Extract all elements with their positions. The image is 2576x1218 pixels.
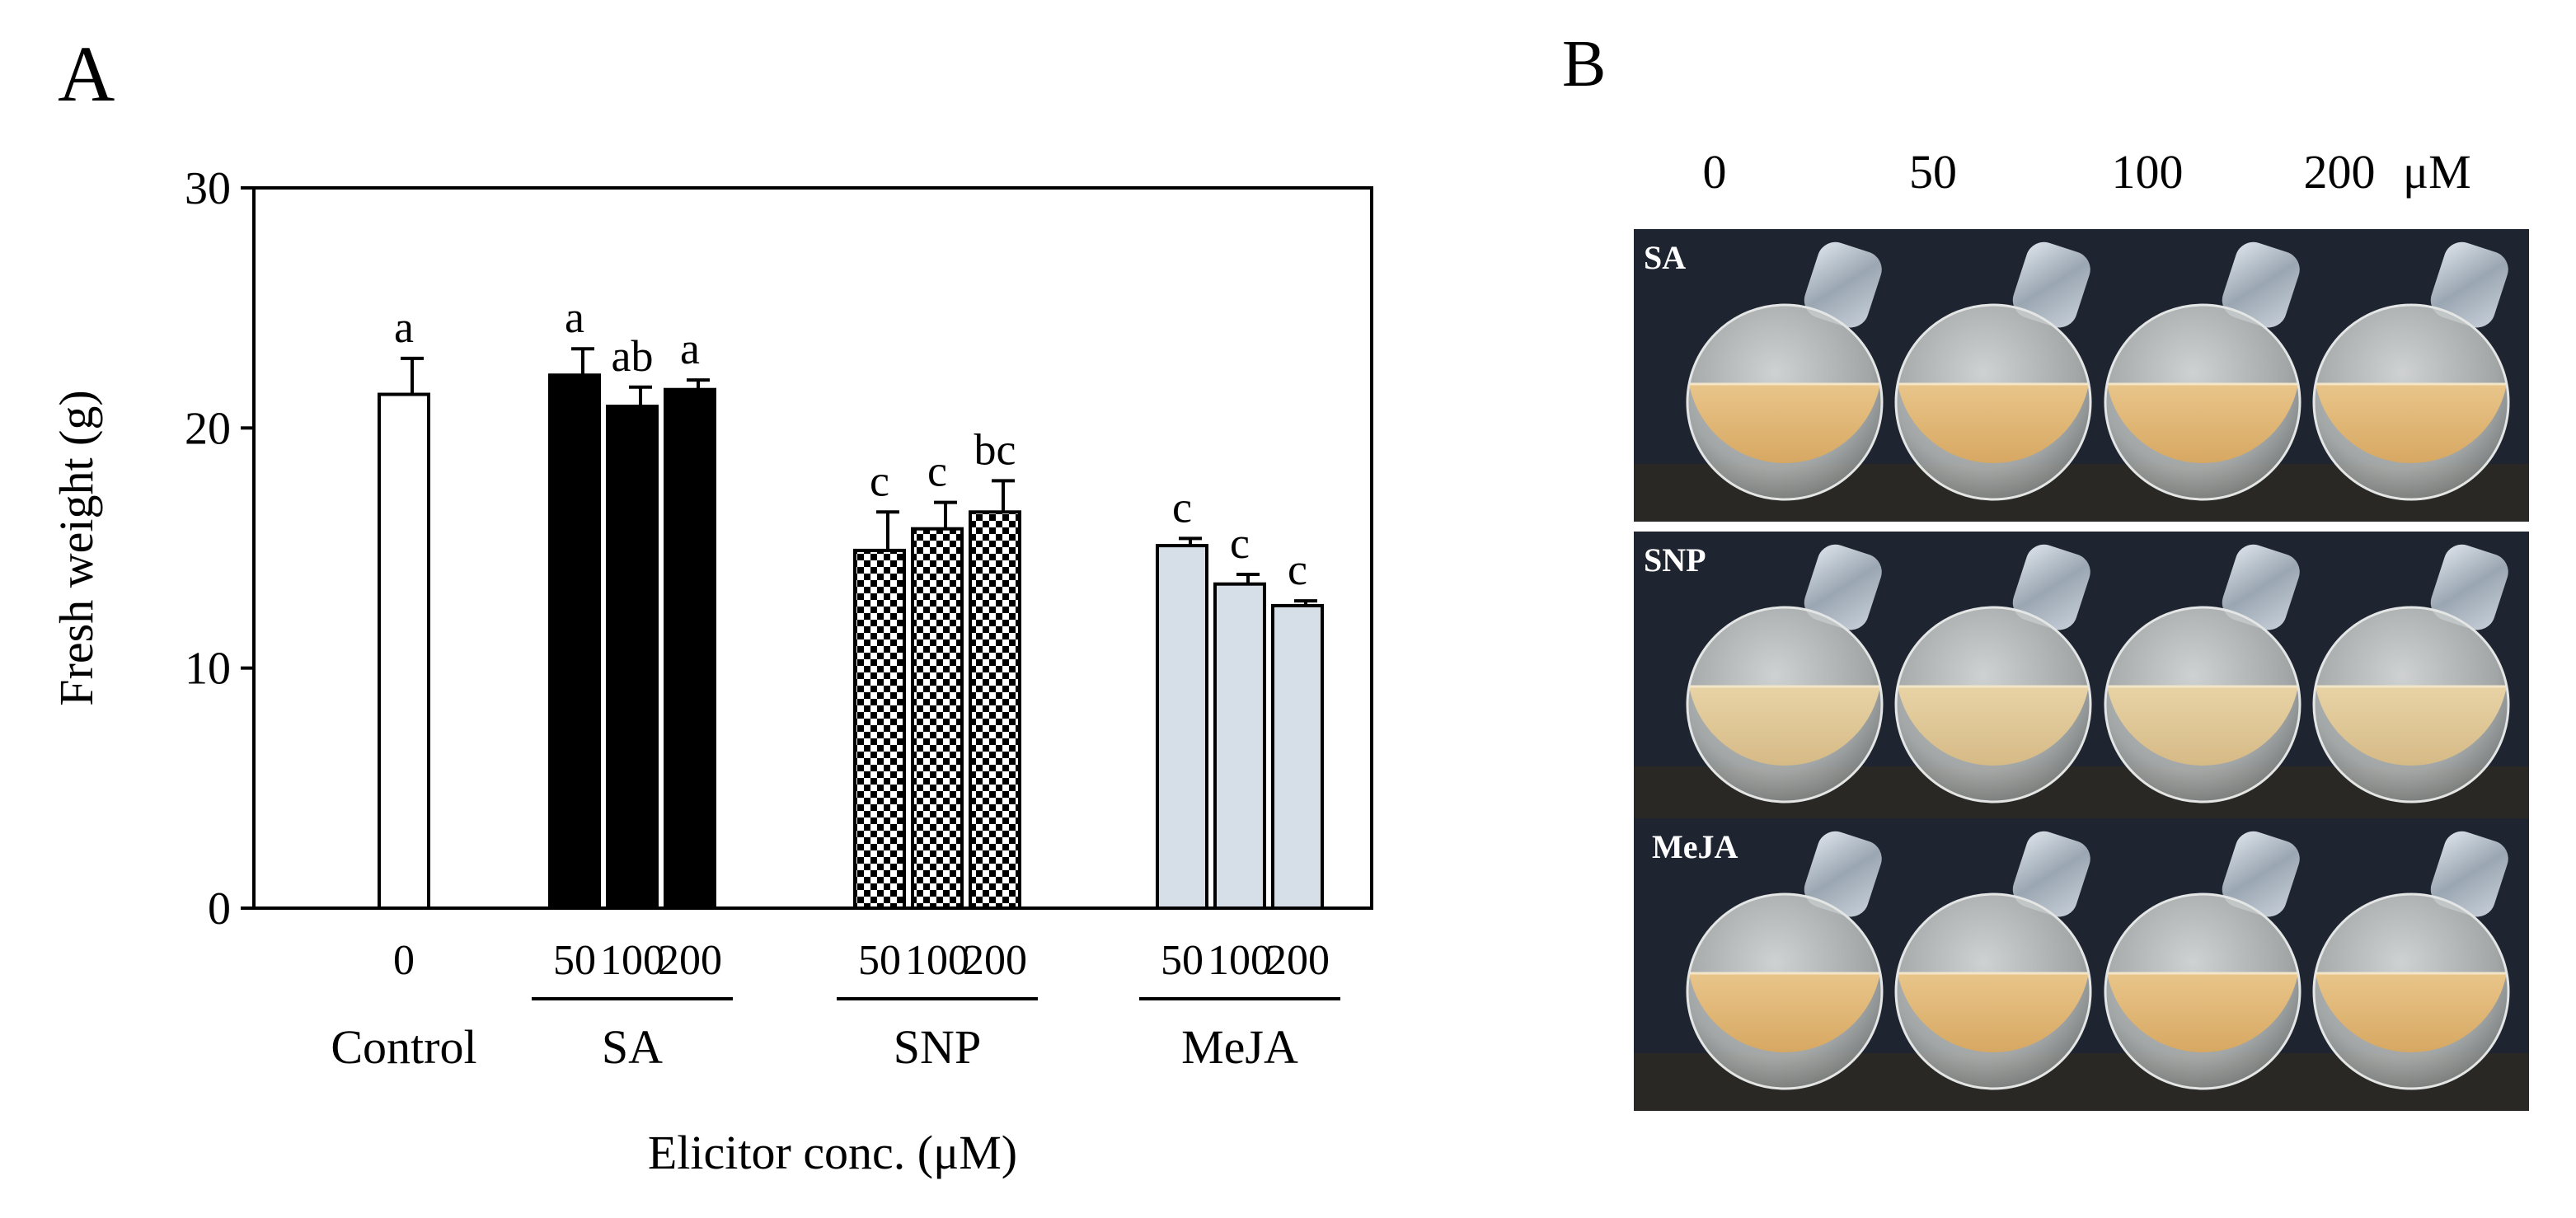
bar-meja-100 — [1213, 582, 1266, 910]
bar-chart: 0 10 20 30 a 0 Control a 50 ab 100 a 200 SA c 50 c 100 bc… — [49, 163, 1373, 1179]
flask-outline — [2104, 606, 2302, 803]
flask-culture-medium — [2316, 686, 2507, 766]
flask-outline — [1686, 303, 1884, 501]
y-axis: 0 10 20 30 — [185, 163, 254, 935]
photo-row-label: SA — [1644, 239, 1686, 276]
flask-culture-medium — [2316, 384, 2507, 463]
flask-culture-medium — [2107, 973, 2298, 1052]
significance-letter: a — [394, 302, 414, 352]
flask-foil-cap — [1804, 241, 1882, 328]
photo-panel: 0 50 100 200 μM SA SNP MeJA — [1634, 145, 2529, 1111]
y-tick-label: 10 — [185, 644, 231, 695]
flask-foil-cap — [2430, 544, 2508, 630]
concentration-header: 200 — [2304, 145, 2376, 199]
concentration-header: 0 — [1703, 145, 1727, 199]
group-label: SA — [602, 1020, 663, 1074]
flask-culture-medium — [2316, 973, 2507, 1052]
photo-row-label: MeJA — [1652, 828, 1738, 865]
y-tick-label: 30 — [185, 163, 231, 214]
flask-outline — [2104, 892, 2302, 1090]
flask-foil-cap — [2430, 831, 2508, 917]
flask-foil-cap — [2012, 241, 2090, 328]
flask-outline — [1686, 892, 1884, 1090]
photo-row-label: SNP — [1644, 541, 1706, 579]
flask-foil-cap — [2012, 831, 2090, 917]
flask-foil-cap — [2222, 544, 2300, 630]
flask-outline — [1686, 606, 1884, 803]
concentration-label: 100 — [1208, 937, 1272, 984]
concentration-label: 50 — [553, 937, 596, 984]
flask-culture-medium — [1689, 686, 1880, 766]
flask-culture-medium — [1898, 973, 2089, 1052]
significance-letter: a — [680, 324, 700, 373]
flask-outline — [2312, 303, 2510, 501]
flask-culture-medium — [1689, 973, 1880, 1052]
concentration-label: 50 — [858, 937, 901, 984]
y-axis-title: Fresh weight (g) — [49, 390, 103, 705]
photo-row-sa: SA — [1634, 229, 2529, 522]
bar-snp-200 — [969, 510, 1021, 910]
concentration-label: 0 — [393, 937, 415, 984]
bar-sa-200 — [664, 387, 716, 911]
concentration-label: 50 — [1161, 937, 1204, 984]
flask-foil-cap — [1804, 831, 1882, 917]
concentration-label: 100 — [905, 937, 969, 984]
x-axis-title: Elicitor conc. (μM) — [648, 1126, 1017, 1179]
y-tick-label: 0 — [208, 883, 231, 935]
photo-rows: SA SNP MeJA — [1634, 229, 2529, 1111]
panel-a-label: A — [58, 30, 115, 118]
concentration-headers: 0 50 100 200 μM — [1703, 145, 2471, 199]
flask-culture-medium — [2107, 384, 2298, 463]
significance-letter: c — [1230, 518, 1250, 568]
group-label: SNP — [894, 1020, 981, 1074]
group-label: Control — [331, 1020, 476, 1074]
flask-foil-cap — [2222, 241, 2300, 328]
bar-meja-50 — [1156, 544, 1208, 910]
flask-foil-cap — [2222, 831, 2300, 917]
panel-b-label: B — [1562, 28, 1606, 101]
flask-outline — [1894, 892, 2092, 1090]
concentration-header: 100 — [2112, 145, 2184, 199]
flask-culture-medium — [1689, 384, 1880, 463]
bar-control-0 — [378, 392, 430, 910]
concentration-label: 100 — [600, 937, 664, 984]
significance-letter: c — [870, 456, 889, 505]
flask-outline — [2312, 892, 2510, 1090]
flask-culture-medium — [2107, 686, 2298, 766]
significance-letter: ab — [612, 331, 654, 381]
significance-letter: c — [1172, 482, 1192, 532]
bar-sa-100 — [606, 405, 659, 910]
flask-outline — [2104, 303, 2302, 501]
concentration-label: 200 — [963, 937, 1027, 984]
flask-foil-cap — [2430, 241, 2508, 328]
flask-foil-cap — [2012, 544, 2090, 630]
y-tick-label: 20 — [185, 403, 231, 454]
bar-sa-50 — [548, 373, 601, 910]
bar-snp-100 — [911, 527, 964, 911]
flask-culture-medium — [1898, 686, 2089, 766]
photo-row-snp: SNP — [1634, 532, 2529, 824]
flask-outline — [2312, 606, 2510, 803]
plot-frame — [252, 186, 1373, 910]
significance-letter: bc — [974, 424, 1016, 474]
concentration-label: 200 — [1265, 937, 1330, 984]
flask-outline — [1894, 606, 2092, 803]
concentration-header: 50 — [1909, 145, 1957, 199]
significance-letter: a — [565, 293, 584, 342]
x-axis: a 0 Control a 50 ab 100 a 200 SA c 50 c 100 bc 200 SNP c 5… — [331, 293, 1340, 1074]
flask-culture-medium — [1898, 384, 2089, 463]
significance-letter: c — [927, 447, 947, 496]
flask-outline — [1894, 303, 2092, 501]
bar-meja-200 — [1271, 603, 1324, 910]
bar-snp-50 — [853, 548, 906, 910]
unit-label: μM — [2403, 145, 2471, 199]
photo-row-meja: MeJA — [1634, 818, 2529, 1111]
flask-foil-cap — [1804, 544, 1882, 630]
bars-layer — [378, 347, 1324, 911]
concentration-label: 200 — [658, 937, 722, 984]
group-label: MeJA — [1181, 1020, 1298, 1074]
significance-letter: c — [1288, 545, 1307, 594]
